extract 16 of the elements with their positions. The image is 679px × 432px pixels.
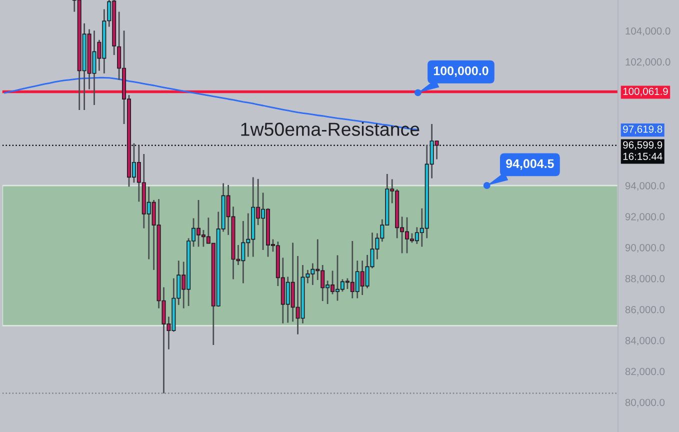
y-tick-label: 104,000.0	[626, 27, 670, 36]
y-tick-label: 84,000.0	[625, 336, 665, 346]
y-tick-label: 94,000.0	[625, 182, 665, 191]
annotation: 94,004.5	[506, 159, 554, 170]
ref-line-label: 100,061.9	[623, 88, 668, 96]
y-tick-label: 92,000.0	[625, 213, 665, 222]
ref-line-label: 96,599.9 16:15:44	[623, 141, 662, 160]
y-tick-label: 86,000.0	[625, 306, 665, 314]
y-tick-label: 90,000.0	[625, 244, 665, 253]
annotation: 100,000.0	[434, 66, 488, 78]
y-tick-label: 88,000.0	[625, 275, 665, 284]
y-tick-label: 102,000.0	[626, 58, 670, 67]
text: 97,619.8	[623, 126, 662, 134]
annotation: 1w50ema-Resistance	[241, 122, 420, 136]
y-tick-label: 80,000.0	[625, 398, 665, 408]
y-tick-label: 82,000.0	[625, 368, 665, 376]
